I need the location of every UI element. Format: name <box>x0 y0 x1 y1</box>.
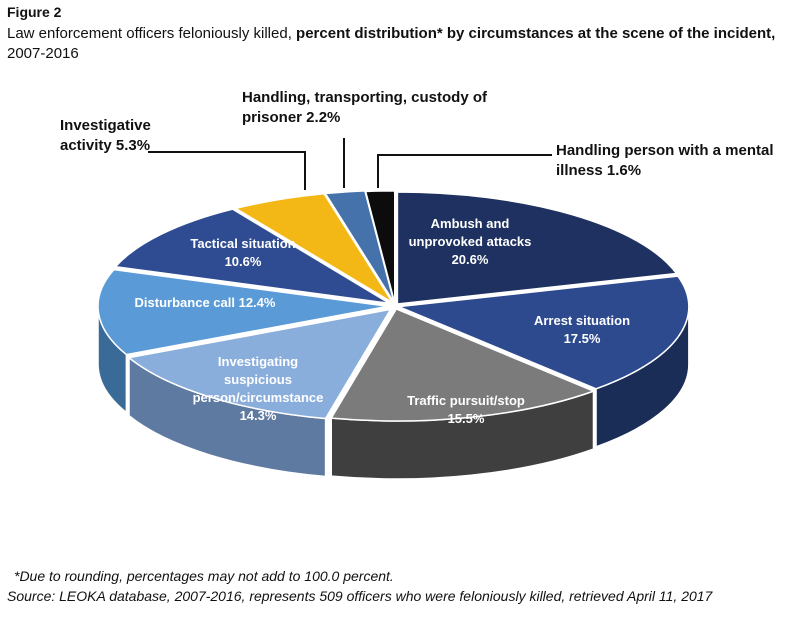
title-post: 2007-2016 <box>7 45 79 62</box>
slice-label-line: 20.6% <box>452 252 489 267</box>
slice-label-line: Traffic pursuit/stop <box>407 393 525 408</box>
slice-label-7: Investigative activity 5.3% <box>60 117 151 154</box>
slice-label-line: person/circumstance <box>193 390 324 405</box>
slice-label-line: unprovoked attacks <box>409 234 532 249</box>
slice-label-line: Arrest situation <box>534 313 630 328</box>
slice-label-line: Handling, transporting, custody of <box>242 89 488 106</box>
slice-label-line: 14.3% <box>240 408 277 423</box>
slice-label-5: Disturbance call 12.4% <box>135 295 276 310</box>
title-pre: Law enforcement officers feloniously kil… <box>7 25 297 42</box>
slice-label-line: Ambush and <box>431 216 510 231</box>
slice-investigating-suspicious-person-circumstance <box>127 308 393 420</box>
slice-label-4: Investigating suspicious person/circumstan… <box>193 354 324 423</box>
source-note: Source: LEOKA database, 2007-2016, repre… <box>7 588 713 604</box>
slice-label-line: prisoner 2.2% <box>242 109 340 126</box>
slice-label-1: Ambush and unprovoked attacks 20.6% <box>409 216 532 267</box>
footnote: *Due to rounding, percentages may not ad… <box>14 568 394 584</box>
slice-label-line: activity 5.3% <box>60 137 150 154</box>
slice-label-6: Tactical situation 10.6% <box>190 236 295 269</box>
pie-tops <box>97 190 690 422</box>
slice-label-line: Tactical situation <box>190 236 295 251</box>
slice-label-line: suspicious <box>224 372 292 387</box>
slice-labels: Ambush and unprovoked attacks 20.6% Arrest … <box>60 89 774 426</box>
slice-handling-person-with-a-mental-illness <box>364 190 396 304</box>
chart-title: Law enforcement officers feloniously kil… <box>7 24 792 64</box>
slice-ambush-and-unprovoked-attacks <box>396 191 678 305</box>
slice-label-line: Investigating <box>218 354 298 369</box>
slice-disturbance-call <box>97 268 389 356</box>
slice-label-line: Disturbance call 12.4% <box>135 295 276 310</box>
slice-label-9: Handling person with a mental illness 1.6… <box>556 142 774 179</box>
slice-tactical-situation <box>113 208 390 305</box>
slice-investigative-activity <box>233 192 394 304</box>
slice-label-2: Arrest situation 17.5% <box>534 313 630 346</box>
leader-lines <box>148 138 552 190</box>
slice-label-line: Handling person with a mental <box>556 142 774 159</box>
slice-arrest-situation <box>398 275 690 390</box>
slice-label-line: 10.6% <box>225 254 262 269</box>
slice-label-8: Handling, transporting, custody of prison… <box>242 89 488 126</box>
figure-label: Figure 2 <box>7 4 62 20</box>
slice-label-3: Traffic pursuit/stop 15.5% <box>407 393 525 426</box>
slice-label-line: 17.5% <box>564 331 601 346</box>
slice-label-line: 15.5% <box>448 411 485 426</box>
slice-traffic-pursuit-stop <box>329 308 596 422</box>
leader-line-9 <box>377 154 552 188</box>
leader-line-7 <box>148 151 306 190</box>
title-bold: percent distribution* by circumstances a… <box>296 25 776 42</box>
pie-sides <box>97 306 690 480</box>
slice-label-line: illness 1.6% <box>556 162 641 179</box>
slice-label-line: Investigative <box>60 117 151 134</box>
